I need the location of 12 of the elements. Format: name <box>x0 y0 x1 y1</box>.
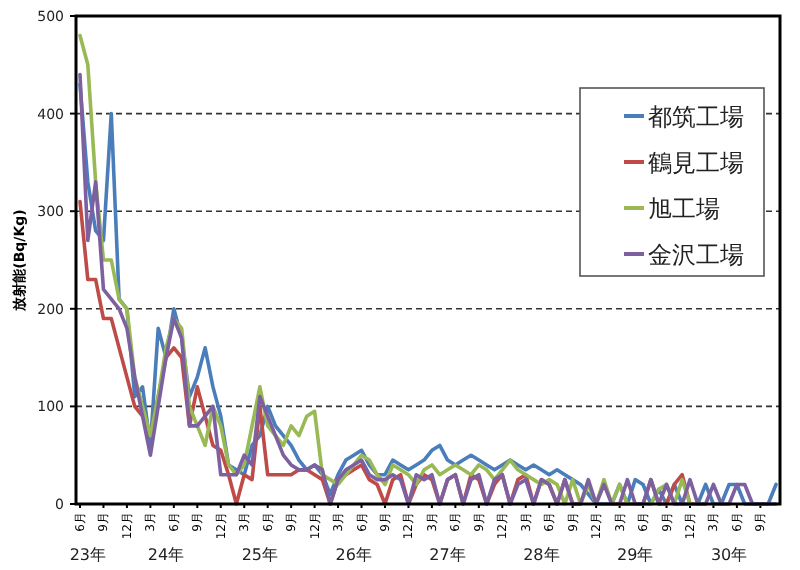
legend-label: 金沢工場 <box>648 241 744 269</box>
text: 25年 <box>241 546 279 564</box>
text: 23年 <box>69 546 107 564</box>
text: 27年 <box>429 546 466 564</box>
text: 28年 <box>523 546 560 564</box>
text: 26年 <box>335 546 372 564</box>
text: 30年 <box>710 546 748 564</box>
text: 24年 <box>147 546 185 564</box>
legend-label: 都筑工場 <box>648 103 744 131</box>
legend-label: 鶴見工場 <box>648 149 744 177</box>
text: 29年 <box>617 546 654 564</box>
legend-label: 旭工場 <box>648 195 720 223</box>
